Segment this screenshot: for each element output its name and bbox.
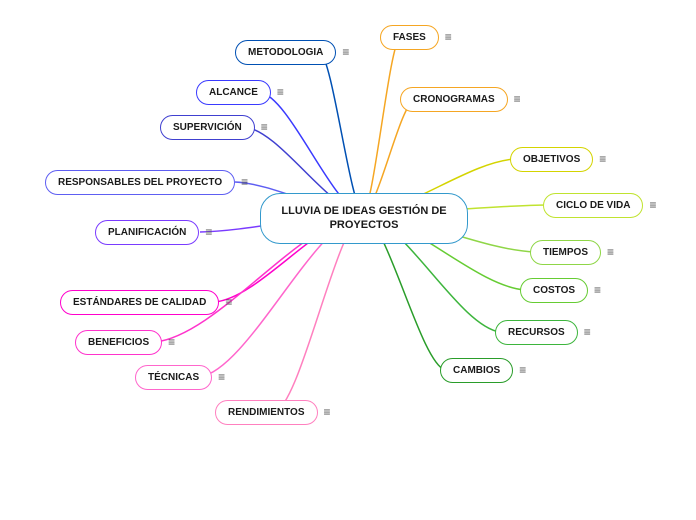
expand-icon[interactable]: ≡ [445,31,452,43]
node-supervicion[interactable]: SUPERVICIÓN [160,115,255,140]
node-label: CICLO DE VIDA [556,200,630,211]
node-fases[interactable]: FASES [380,25,439,50]
expand-icon[interactable]: ≡ [277,86,284,98]
node-tiempos[interactable]: TIEMPOS [530,240,601,265]
expand-icon[interactable]: ≡ [584,326,591,338]
node-label: ESTÁNDARES DE CALIDAD [73,297,206,308]
node-cronogramas[interactable]: CRONOGRAMAS [400,87,508,112]
node-label: SUPERVICIÓN [173,122,242,133]
expand-icon[interactable]: ≡ [261,121,268,133]
connector-rendimientos [275,214,363,412]
node-cambios[interactable]: CAMBIOS [440,358,513,383]
node-responsables[interactable]: RESPONSABLES DEL PROYECTO [45,170,235,195]
node-label: METODOLOGIA [248,47,323,58]
node-label: CAMBIOS [453,365,500,376]
node-label: RENDIMIENTOS [228,407,305,418]
connector-metodologia [320,52,363,214]
node-beneficios[interactable]: BENEFICIOS [75,330,162,355]
node-rendimientos[interactable]: RENDIMIENTOS [215,400,318,425]
expand-icon[interactable]: ≡ [342,46,349,58]
expand-icon[interactable]: ≡ [514,93,521,105]
expand-icon[interactable]: ≡ [168,336,175,348]
node-label: OBJETIVOS [523,154,580,165]
expand-icon[interactable]: ≡ [205,226,212,238]
node-label: TÉCNICAS [148,372,199,383]
node-tecnicas[interactable]: TÉCNICAS [135,365,212,390]
mindmap-canvas: LLUVIA DE IDEAS GESTIÓN DE PROYECTOS FAS… [0,0,696,520]
node-label: PLANIFICACIÓN [108,227,186,238]
connector-fases [363,37,400,214]
expand-icon[interactable]: ≡ [225,296,232,308]
expand-icon[interactable]: ≡ [599,153,606,165]
expand-icon[interactable]: ≡ [607,246,614,258]
node-alcance[interactable]: ALCANCE [196,80,271,105]
center-node[interactable]: LLUVIA DE IDEAS GESTIÓN DE PROYECTOS [260,193,468,244]
node-label: BENEFICIOS [88,337,149,348]
expand-icon[interactable]: ≡ [594,284,601,296]
node-metodologia[interactable]: METODOLOGIA [235,40,336,65]
node-label: ALCANCE [209,87,258,98]
expand-icon[interactable]: ≡ [519,364,526,376]
node-recursos[interactable]: RECURSOS [495,320,578,345]
node-costos[interactable]: COSTOS [520,278,588,303]
node-label: CRONOGRAMAS [413,94,495,105]
node-label: COSTOS [533,285,575,296]
expand-icon[interactable]: ≡ [324,406,331,418]
node-label: RECURSOS [508,327,565,338]
node-ciclovida[interactable]: CICLO DE VIDA [543,193,643,218]
node-label: TIEMPOS [543,247,588,258]
node-label: FASES [393,32,426,43]
node-estandares[interactable]: ESTÁNDARES DE CALIDAD [60,290,219,315]
expand-icon[interactable]: ≡ [649,199,656,211]
node-label: RESPONSABLES DEL PROYECTO [58,177,222,188]
expand-icon[interactable]: ≡ [241,176,248,188]
node-planificacion[interactable]: PLANIFICACIÓN [95,220,199,245]
expand-icon[interactable]: ≡ [218,371,225,383]
node-objetivos[interactable]: OBJETIVOS [510,147,593,172]
